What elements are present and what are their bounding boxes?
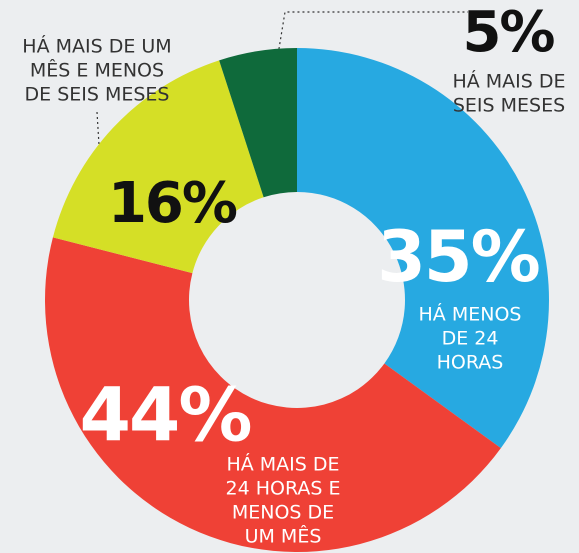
category-label: 24 HORAS E xyxy=(226,478,341,500)
value-label: 35% xyxy=(377,216,539,298)
category-label: MÊS E MENOS xyxy=(30,59,164,82)
category-label: HÁ MAIS DE UM xyxy=(22,35,171,58)
category-label: DE SEIS MESES xyxy=(25,84,170,106)
category-label: HÁ MAIS DE xyxy=(452,70,565,93)
category-label: MENOS DE xyxy=(232,502,334,524)
donut-segment xyxy=(44,237,501,553)
category-label: DE 24 xyxy=(442,328,499,350)
category-label: UM MÊS xyxy=(245,525,322,548)
category-label: HÁ MAIS DE xyxy=(226,453,339,476)
category-label: SEIS MESES xyxy=(453,95,565,117)
value-label: 5% xyxy=(462,0,554,65)
category-label: HORAS xyxy=(437,352,504,374)
value-label: 16% xyxy=(108,171,237,236)
donut-segment xyxy=(219,48,297,198)
donut-segment xyxy=(52,60,264,274)
category-label: HÁ MENOS xyxy=(419,303,522,326)
donut-segment xyxy=(297,48,550,449)
value-label: 44% xyxy=(79,373,250,459)
